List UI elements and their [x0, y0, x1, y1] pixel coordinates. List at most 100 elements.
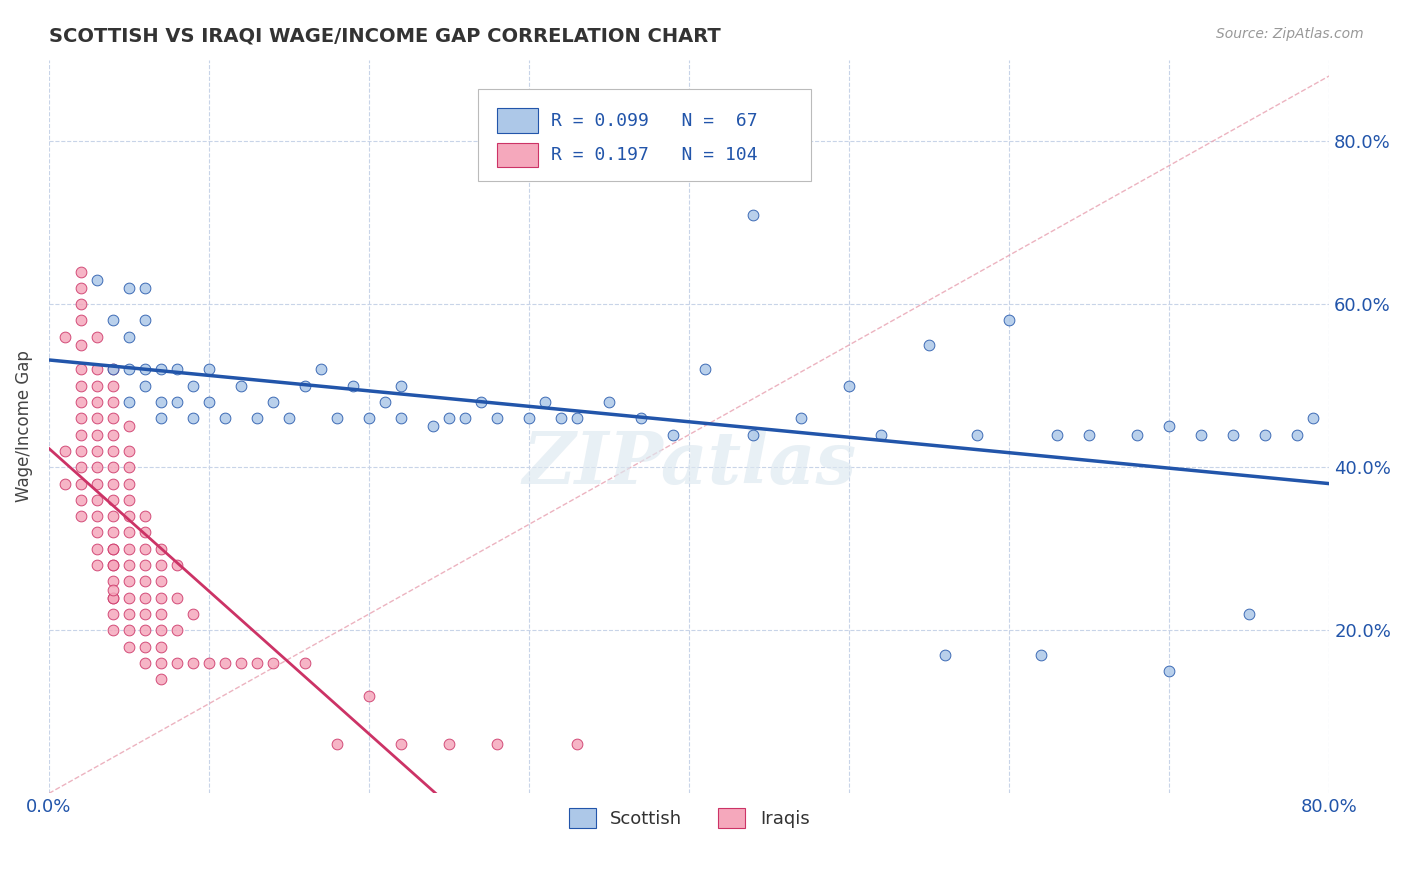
Point — [437, 738, 460, 752]
Point — [118, 330, 141, 344]
Point — [101, 574, 124, 589]
Point — [1159, 664, 1181, 678]
Point — [53, 444, 76, 458]
Point — [1189, 427, 1212, 442]
Point — [150, 591, 173, 605]
Point — [389, 738, 412, 752]
Point — [134, 574, 156, 589]
Point — [326, 738, 349, 752]
Point — [86, 273, 108, 287]
Point — [918, 338, 941, 352]
Point — [166, 362, 188, 376]
Point — [86, 525, 108, 540]
Point — [101, 591, 124, 605]
Point — [517, 411, 540, 425]
Point — [374, 395, 396, 409]
Point — [198, 362, 221, 376]
Point — [101, 582, 124, 597]
Text: Source: ZipAtlas.com: Source: ZipAtlas.com — [1216, 27, 1364, 41]
Point — [86, 330, 108, 344]
Point — [118, 395, 141, 409]
Legend: Scottish, Iraqis: Scottish, Iraqis — [561, 800, 817, 836]
Point — [134, 607, 156, 621]
Point — [294, 378, 316, 392]
Point — [598, 395, 620, 409]
Point — [101, 509, 124, 524]
Point — [118, 476, 141, 491]
Point — [101, 476, 124, 491]
Point — [422, 419, 444, 434]
Point — [1031, 648, 1053, 662]
Point — [86, 378, 108, 392]
Point — [389, 411, 412, 425]
Point — [214, 411, 236, 425]
Point — [86, 509, 108, 524]
Point — [101, 444, 124, 458]
Point — [86, 362, 108, 376]
Point — [998, 313, 1021, 327]
Point — [86, 460, 108, 475]
Point — [101, 624, 124, 638]
Point — [134, 362, 156, 376]
Point — [389, 378, 412, 392]
Point — [70, 264, 93, 278]
Point — [101, 558, 124, 572]
Point — [565, 738, 588, 752]
Point — [134, 656, 156, 670]
Point — [166, 591, 188, 605]
Point — [437, 411, 460, 425]
Point — [181, 378, 204, 392]
Point — [101, 378, 124, 392]
Point — [70, 281, 93, 295]
Point — [118, 419, 141, 434]
Point — [454, 411, 477, 425]
Text: ZIPatlas: ZIPatlas — [522, 427, 856, 499]
Point — [101, 362, 124, 376]
Point — [357, 689, 380, 703]
Point — [118, 574, 141, 589]
Point — [118, 624, 141, 638]
Point — [70, 338, 93, 352]
Point — [70, 427, 93, 442]
Point — [118, 460, 141, 475]
Point — [294, 656, 316, 670]
Point — [70, 444, 93, 458]
Point — [86, 541, 108, 556]
Point — [101, 525, 124, 540]
FancyBboxPatch shape — [498, 143, 538, 168]
Point — [70, 395, 93, 409]
Point — [1046, 427, 1069, 442]
Point — [53, 330, 76, 344]
Point — [118, 591, 141, 605]
Point — [326, 411, 349, 425]
Point — [101, 492, 124, 507]
Point — [150, 607, 173, 621]
Point — [70, 411, 93, 425]
Point — [86, 492, 108, 507]
Point — [118, 525, 141, 540]
Point — [229, 656, 252, 670]
Point — [229, 378, 252, 392]
Point — [53, 476, 76, 491]
Point — [101, 541, 124, 556]
Point — [150, 558, 173, 572]
Point — [742, 207, 765, 221]
Point — [101, 427, 124, 442]
FancyBboxPatch shape — [478, 89, 811, 181]
Point — [118, 640, 141, 654]
Point — [278, 411, 301, 425]
Point — [870, 427, 893, 442]
Point — [357, 411, 380, 425]
Point — [134, 378, 156, 392]
Point — [150, 574, 173, 589]
Point — [101, 591, 124, 605]
Point — [486, 411, 509, 425]
Point — [1222, 427, 1244, 442]
Point — [550, 411, 572, 425]
Point — [150, 395, 173, 409]
Text: R = 0.197   N = 104: R = 0.197 N = 104 — [551, 146, 758, 164]
Point — [214, 656, 236, 670]
Point — [134, 558, 156, 572]
Point — [630, 411, 652, 425]
Point — [118, 362, 141, 376]
